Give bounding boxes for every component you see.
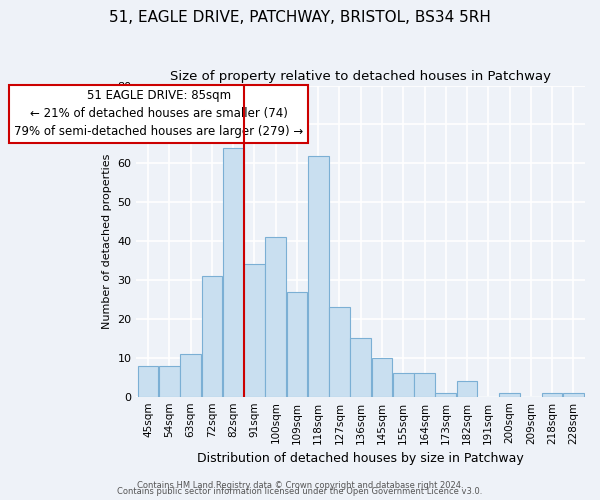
Bar (414, 374, 435, 396)
Text: Contains HM Land Registry data © Crown copyright and database right 2024.: Contains HM Land Registry data © Crown c… (137, 481, 463, 490)
Bar (350, 338, 371, 396)
X-axis label: Distribution of detached houses by size in Patchway: Distribution of detached houses by size … (197, 452, 524, 465)
Bar (265, 237, 286, 396)
Bar (287, 292, 307, 397)
Y-axis label: Number of detached properties: Number of detached properties (102, 154, 112, 329)
Bar (563, 393, 584, 396)
Bar (329, 307, 350, 396)
Text: 51 EAGLE DRIVE: 85sqm
← 21% of detached houses are smaller (74)
79% of semi-deta: 51 EAGLE DRIVE: 85sqm ← 21% of detached … (14, 90, 304, 138)
Bar (202, 276, 222, 396)
Bar (542, 393, 562, 396)
Bar (371, 358, 392, 397)
Bar (436, 393, 456, 396)
Bar (457, 381, 478, 396)
Bar (244, 264, 265, 396)
Bar (138, 366, 158, 396)
Bar (393, 374, 413, 396)
Bar (181, 354, 201, 397)
Bar (499, 393, 520, 396)
Bar (223, 148, 244, 396)
Bar (159, 366, 180, 396)
Bar (308, 156, 329, 396)
Text: Contains public sector information licensed under the Open Government Licence v3: Contains public sector information licen… (118, 487, 482, 496)
Text: 51, EAGLE DRIVE, PATCHWAY, BRISTOL, BS34 5RH: 51, EAGLE DRIVE, PATCHWAY, BRISTOL, BS34… (109, 10, 491, 25)
Title: Size of property relative to detached houses in Patchway: Size of property relative to detached ho… (170, 70, 551, 83)
